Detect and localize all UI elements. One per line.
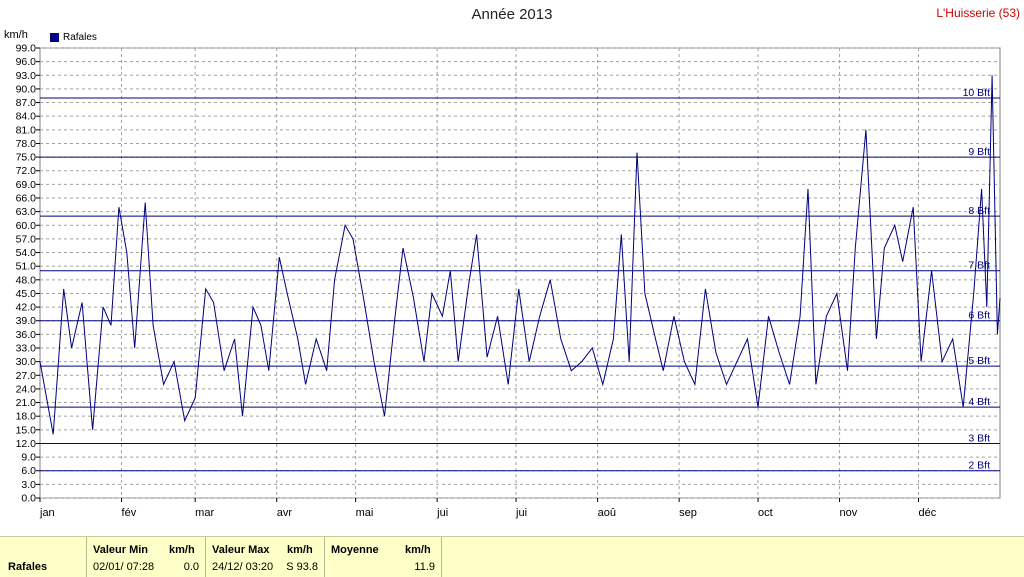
- y-tick-label: 39.0: [16, 315, 37, 327]
- y-tick-label: 48.0: [16, 274, 37, 286]
- y-tick-label: 15.0: [16, 424, 37, 436]
- y-tick-label: 54.0: [16, 247, 37, 259]
- gust-chart: 2 Bft 3 Bft 4 Bft 5 Bft 6 Bft 7 Bft 8 Bft 9 Bft…: [16, 43, 1001, 519]
- y-tick-label: 75.0: [16, 152, 37, 164]
- max-header: Valeur Max: [212, 544, 270, 556]
- y-tick-label: 69.0: [16, 179, 37, 191]
- min-unit: km/h: [169, 544, 195, 556]
- y-tick-label: 33.0: [16, 343, 37, 355]
- max-value: S 93.8: [286, 561, 318, 573]
- y-tick-label: 63.0: [16, 206, 37, 218]
- avg-value: 11.9: [414, 561, 435, 573]
- series-line-rafales: [39, 75, 1001, 435]
- x-tick-label: avr: [277, 507, 293, 519]
- y-tick-label: 45.0: [16, 288, 37, 300]
- y-tick-label: 66.0: [16, 193, 37, 205]
- plot-area: [39, 47, 1001, 499]
- y-tick-label: 0.0: [21, 493, 36, 505]
- chart-title: Année 2013: [471, 6, 553, 23]
- y-tick-label: 3.0: [21, 479, 36, 491]
- legend-swatch: [50, 33, 59, 42]
- avg-header: Moyenne: [331, 544, 379, 556]
- y-tick-label: 36.0: [16, 329, 37, 341]
- x-tick-label: jui: [436, 507, 448, 519]
- y-tick-label: 12.0: [16, 438, 37, 450]
- y-tick-label: 57.0: [16, 233, 37, 245]
- beaufort-label: 4 Bft: [968, 396, 990, 408]
- y-tick-label: 96.0: [16, 56, 37, 68]
- x-tick-label: fév: [122, 507, 137, 519]
- summary-series-label: Rafales: [8, 561, 48, 573]
- beaufort-label: 8 Bft: [968, 205, 990, 217]
- x-axis-ticks: jan fév mar avr mai jui jui aoû sep oct nov déc: [39, 498, 937, 519]
- y-tick-label: 30.0: [16, 356, 37, 368]
- beaufort-label: 5 Bft: [968, 355, 990, 367]
- y-tick-label: 24.0: [16, 383, 37, 395]
- beaufort-label: 9 Bft: [968, 146, 990, 158]
- y-tick-label: 81.0: [16, 124, 37, 136]
- x-tick-label: jan: [39, 507, 55, 519]
- y-axis-ticks: 0.0 3.0 6.09.0 12.0 15.018.0 21.0 24.027.0 30.0…: [16, 43, 40, 505]
- y-tick-label: 21.0: [16, 397, 37, 409]
- min-date: 02/01/ 07:28: [93, 561, 155, 573]
- beaufort-label: 2 Bft: [968, 460, 990, 472]
- y-tick-label: 42.0: [16, 302, 37, 314]
- x-tick-label: déc: [918, 507, 936, 519]
- y-tick-label: 90.0: [16, 83, 37, 95]
- beaufort-label: 3 Bft: [968, 432, 990, 444]
- summary-avg-cell: Moyenne km/h 11.9: [325, 537, 442, 577]
- legend-label: Rafales: [63, 32, 97, 43]
- chart-legend: Rafales: [50, 32, 97, 43]
- summary-series-cell: Rafales: [0, 537, 87, 577]
- min-header: Valeur Min: [93, 544, 149, 556]
- summary-bar: Rafales Valeur Min km/h 02/01/ 07:28 0.0…: [0, 536, 1024, 577]
- summary-min-cell: Valeur Min km/h 02/01/ 07:28 0.0: [87, 537, 206, 577]
- beaufort-label: 7 Bft: [968, 260, 990, 272]
- y-tick-label: 78.0: [16, 138, 37, 150]
- beaufort-label: 6 Bft: [968, 310, 990, 322]
- min-value: 0.0: [183, 561, 199, 573]
- x-tick-label: oct: [758, 507, 773, 519]
- y-tick-label: 93.0: [16, 70, 37, 82]
- beaufort-lines: 2 Bft 3 Bft 4 Bft 5 Bft 6 Bft 7 Bft 8 Bft 9 Bft…: [40, 87, 1000, 472]
- y-tick-label: 51.0: [16, 261, 37, 273]
- x-tick-label: mar: [195, 507, 214, 519]
- y-tick-label: 27.0: [16, 370, 37, 382]
- y-tick-label: 18.0: [16, 411, 37, 423]
- max-date: 24/12/ 03:20: [212, 561, 274, 573]
- y-axis-unit: km/h: [4, 29, 28, 41]
- x-tick-label: aoû: [598, 507, 616, 519]
- y-tick-label: 84.0: [16, 111, 37, 123]
- x-tick-label: jui: [515, 507, 527, 519]
- max-unit: km/h: [287, 544, 313, 556]
- x-tick-label: mai: [356, 507, 374, 519]
- y-tick-label: 87.0: [16, 97, 37, 109]
- y-tick-label: 6.0: [21, 465, 36, 477]
- y-tick-label: 9.0: [21, 452, 36, 464]
- y-tick-label: 72.0: [16, 165, 37, 177]
- series-group: [39, 75, 1001, 435]
- y-tick-label: 60.0: [16, 220, 37, 232]
- y-tick-label: 99.0: [16, 43, 37, 55]
- station-name: L'Huisserie (53): [936, 6, 1020, 20]
- beaufort-label: 10 Bft: [963, 87, 991, 99]
- summary-max-cell: Valeur Max km/h 24/12/ 03:20 S 93.8: [206, 537, 325, 577]
- x-tick-label: nov: [840, 507, 858, 519]
- avg-unit: km/h: [405, 544, 431, 556]
- x-tick-label: sep: [679, 507, 697, 519]
